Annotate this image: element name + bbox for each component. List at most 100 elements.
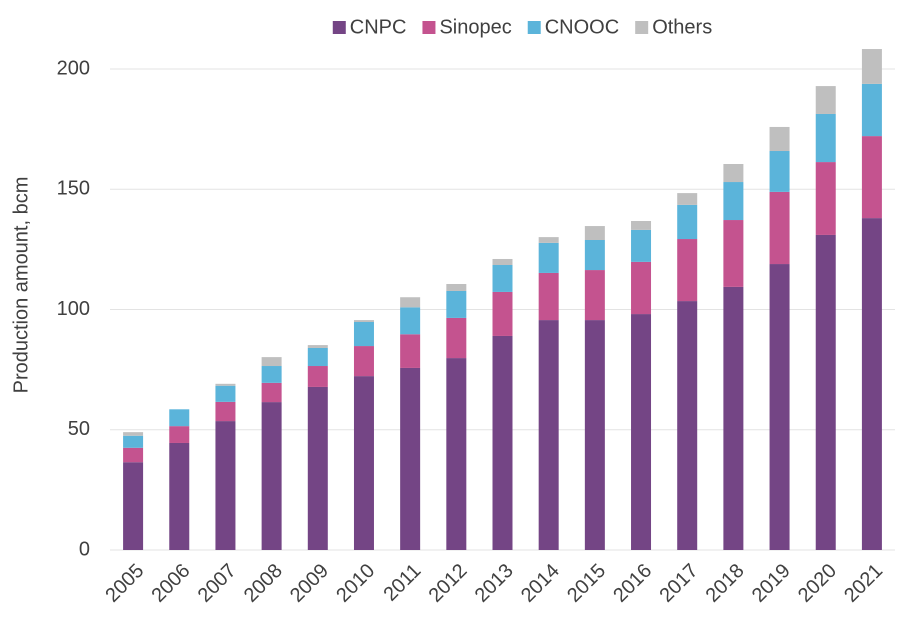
y-axis-label: Production amount, bcm: [10, 177, 32, 394]
legend-swatch: [422, 21, 436, 34]
bar-segment: [492, 265, 513, 292]
legend: CNPC Sinopec CNOOC Others: [332, 16, 712, 38]
bar-segment: [400, 334, 421, 368]
bar-segment: [261, 357, 282, 367]
bar-segment: [769, 126, 790, 152]
x-tick-label: 2007: [194, 560, 241, 607]
bar-segment: [492, 291, 513, 336]
bar-segment: [631, 220, 652, 230]
bar-segment: [815, 234, 836, 550]
bar-segment: [400, 297, 421, 308]
bar-segment: [538, 242, 559, 273]
bar-segment: [123, 435, 144, 448]
bar-segment: [723, 182, 744, 221]
x-tick-label: 2009: [286, 560, 333, 607]
x-tick-label: 2016: [609, 560, 656, 607]
x-tick-label: 2018: [702, 560, 749, 607]
x-tick-label: 2010: [332, 560, 379, 607]
bar-segment: [400, 367, 421, 550]
x-tick-label: 2021: [840, 560, 887, 607]
bar-segment: [261, 366, 282, 383]
legend-swatch: [635, 21, 649, 34]
bar-segment: [769, 151, 790, 192]
bar-segment: [400, 307, 421, 335]
bar-segment: [723, 220, 744, 287]
bar-segment: [815, 162, 836, 235]
y-tick-label: 150: [57, 178, 90, 200]
y-tick-label: 50: [68, 418, 90, 440]
legend-label: CNOOC: [545, 16, 619, 38]
x-tick-label: 2006: [148, 560, 195, 607]
legend-label: Others: [652, 16, 712, 38]
bar-segment: [215, 385, 236, 402]
bar-segment: [631, 229, 652, 262]
bar-segment: [584, 320, 605, 550]
bar-segment: [861, 218, 882, 551]
bar-segment: [815, 86, 836, 114]
bar-segment: [307, 347, 328, 367]
bar-segment: [584, 239, 605, 271]
bar-segment: [353, 376, 374, 550]
bar-segment: [584, 226, 605, 240]
bar-segment: [261, 402, 282, 550]
bar-segment: [723, 286, 744, 550]
x-tick-label: 2005: [101, 560, 148, 607]
x-tick-label: 2008: [240, 560, 287, 607]
bar-segment: [307, 345, 328, 348]
bar-segment: [631, 261, 652, 315]
bar-segment: [584, 270, 605, 321]
bar-segment: [861, 136, 882, 219]
x-tick-label: 2017: [655, 560, 702, 607]
bar-segment: [538, 320, 559, 550]
x-tick-label: 2013: [471, 560, 518, 607]
bar-segment: [215, 421, 236, 550]
y-tick-label: 200: [57, 57, 90, 79]
bar-segment: [492, 258, 513, 266]
bar-segment: [261, 382, 282, 403]
x-tick-label: 2012: [425, 560, 472, 607]
bar-segment: [446, 358, 467, 550]
bar-segment: [353, 322, 374, 347]
bar-segment: [307, 386, 328, 550]
x-tick-label: 2020: [794, 560, 841, 607]
bar-segment: [538, 237, 559, 243]
bar-segment: [861, 49, 882, 84]
legend-label: Sinopec: [439, 16, 511, 38]
bar-segment: [123, 432, 144, 436]
bar-segment: [446, 284, 467, 291]
bar-segment: [677, 193, 698, 205]
bar-segment: [123, 447, 144, 463]
x-tick-label: 2014: [517, 560, 564, 607]
bar-segment: [677, 204, 698, 240]
bar-segment: [769, 264, 790, 550]
x-tick-label: 2015: [563, 560, 610, 607]
bar-segment: [677, 239, 698, 302]
bar-segment: [169, 409, 190, 427]
bar-segment: [815, 113, 836, 163]
bar-segment: [215, 383, 236, 386]
x-tick-label: 2019: [748, 560, 795, 607]
bar-segment: [353, 346, 374, 377]
bar-segment: [723, 163, 744, 183]
bar-segment: [861, 83, 882, 137]
x-tick-label: 2011: [379, 560, 425, 606]
bar-segment: [446, 290, 467, 318]
legend-label: CNPC: [350, 16, 407, 38]
bar-segment: [307, 366, 328, 387]
bar-segment: [677, 301, 698, 550]
bar-segment: [353, 320, 374, 323]
y-tick-label: 100: [57, 298, 90, 320]
legend-swatch: [332, 21, 346, 34]
legend-swatch: [527, 21, 541, 34]
bar-segment: [169, 426, 190, 443]
bar-segment: [492, 335, 513, 550]
bar-segment: [538, 272, 559, 321]
bar-segment: [446, 317, 467, 359]
y-tick-label: 0: [79, 538, 90, 560]
bar-segment: [169, 442, 190, 550]
bar-segment: [215, 401, 236, 422]
bar-segment: [631, 314, 652, 550]
bar-segment: [769, 191, 790, 265]
bar-segment: [123, 462, 144, 550]
